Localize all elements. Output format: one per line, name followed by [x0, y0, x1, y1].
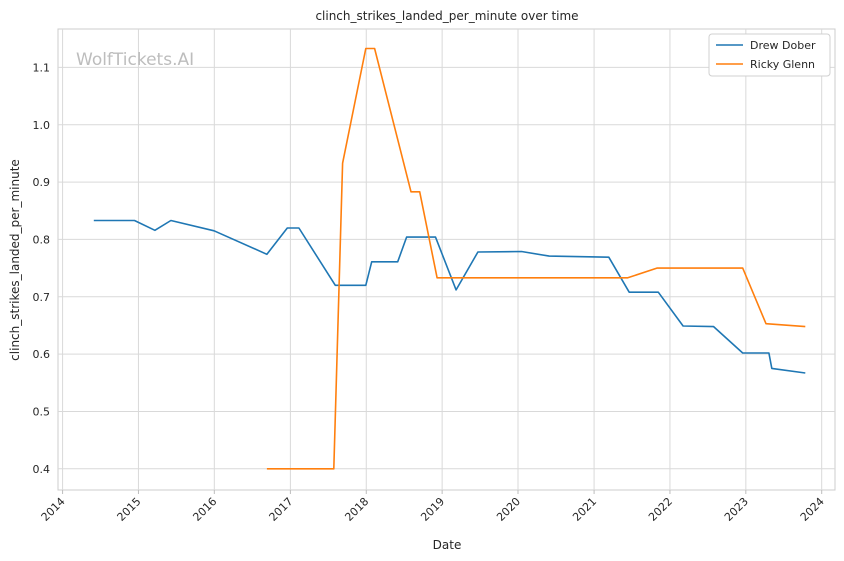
x-tick-label: 2023 — [722, 495, 751, 524]
series-lines — [93, 47, 806, 470]
legend-label-ricky-glenn: Ricky Glenn — [750, 58, 815, 71]
x-tick-label: 2017 — [267, 495, 296, 524]
x-tick-label: 2016 — [190, 495, 219, 524]
x-tick-label: 2019 — [418, 495, 447, 524]
y-tick-label: 0.9 — [33, 176, 51, 189]
legend-label-drew-dober: Drew Dober — [750, 39, 816, 52]
y-tick-label: 0.4 — [33, 463, 51, 476]
x-tick-label: 2018 — [342, 495, 371, 524]
y-tick-label: 0.7 — [33, 291, 51, 304]
chart-title: clinch_strikes_landed_per_minute over ti… — [315, 9, 578, 23]
plot-area — [57, 28, 836, 491]
y-tick-label: 1.1 — [33, 61, 51, 74]
x-axis-title: Date — [433, 538, 462, 552]
x-tick-label: 2021 — [570, 495, 599, 524]
x-tick-label: 2014 — [39, 495, 68, 524]
x-tick-label: 2020 — [494, 495, 523, 524]
watermark: WolfTickets.AI — [76, 50, 194, 70]
x-tick-label: 2022 — [646, 495, 675, 524]
y-tick-label: 0.6 — [33, 348, 51, 361]
y-tick-label: 0.5 — [33, 405, 51, 418]
x-tick-label: 2024 — [798, 495, 827, 524]
y-axis-title: clinch_strikes_landed_per_minute — [8, 159, 22, 361]
x-tick-label: 2015 — [115, 495, 144, 524]
y-tick-label: 0.8 — [33, 233, 51, 246]
grid — [58, 29, 835, 490]
legend: Drew Dober Ricky Glenn — [708, 33, 831, 77]
y-tick-label: 1.0 — [33, 119, 51, 132]
